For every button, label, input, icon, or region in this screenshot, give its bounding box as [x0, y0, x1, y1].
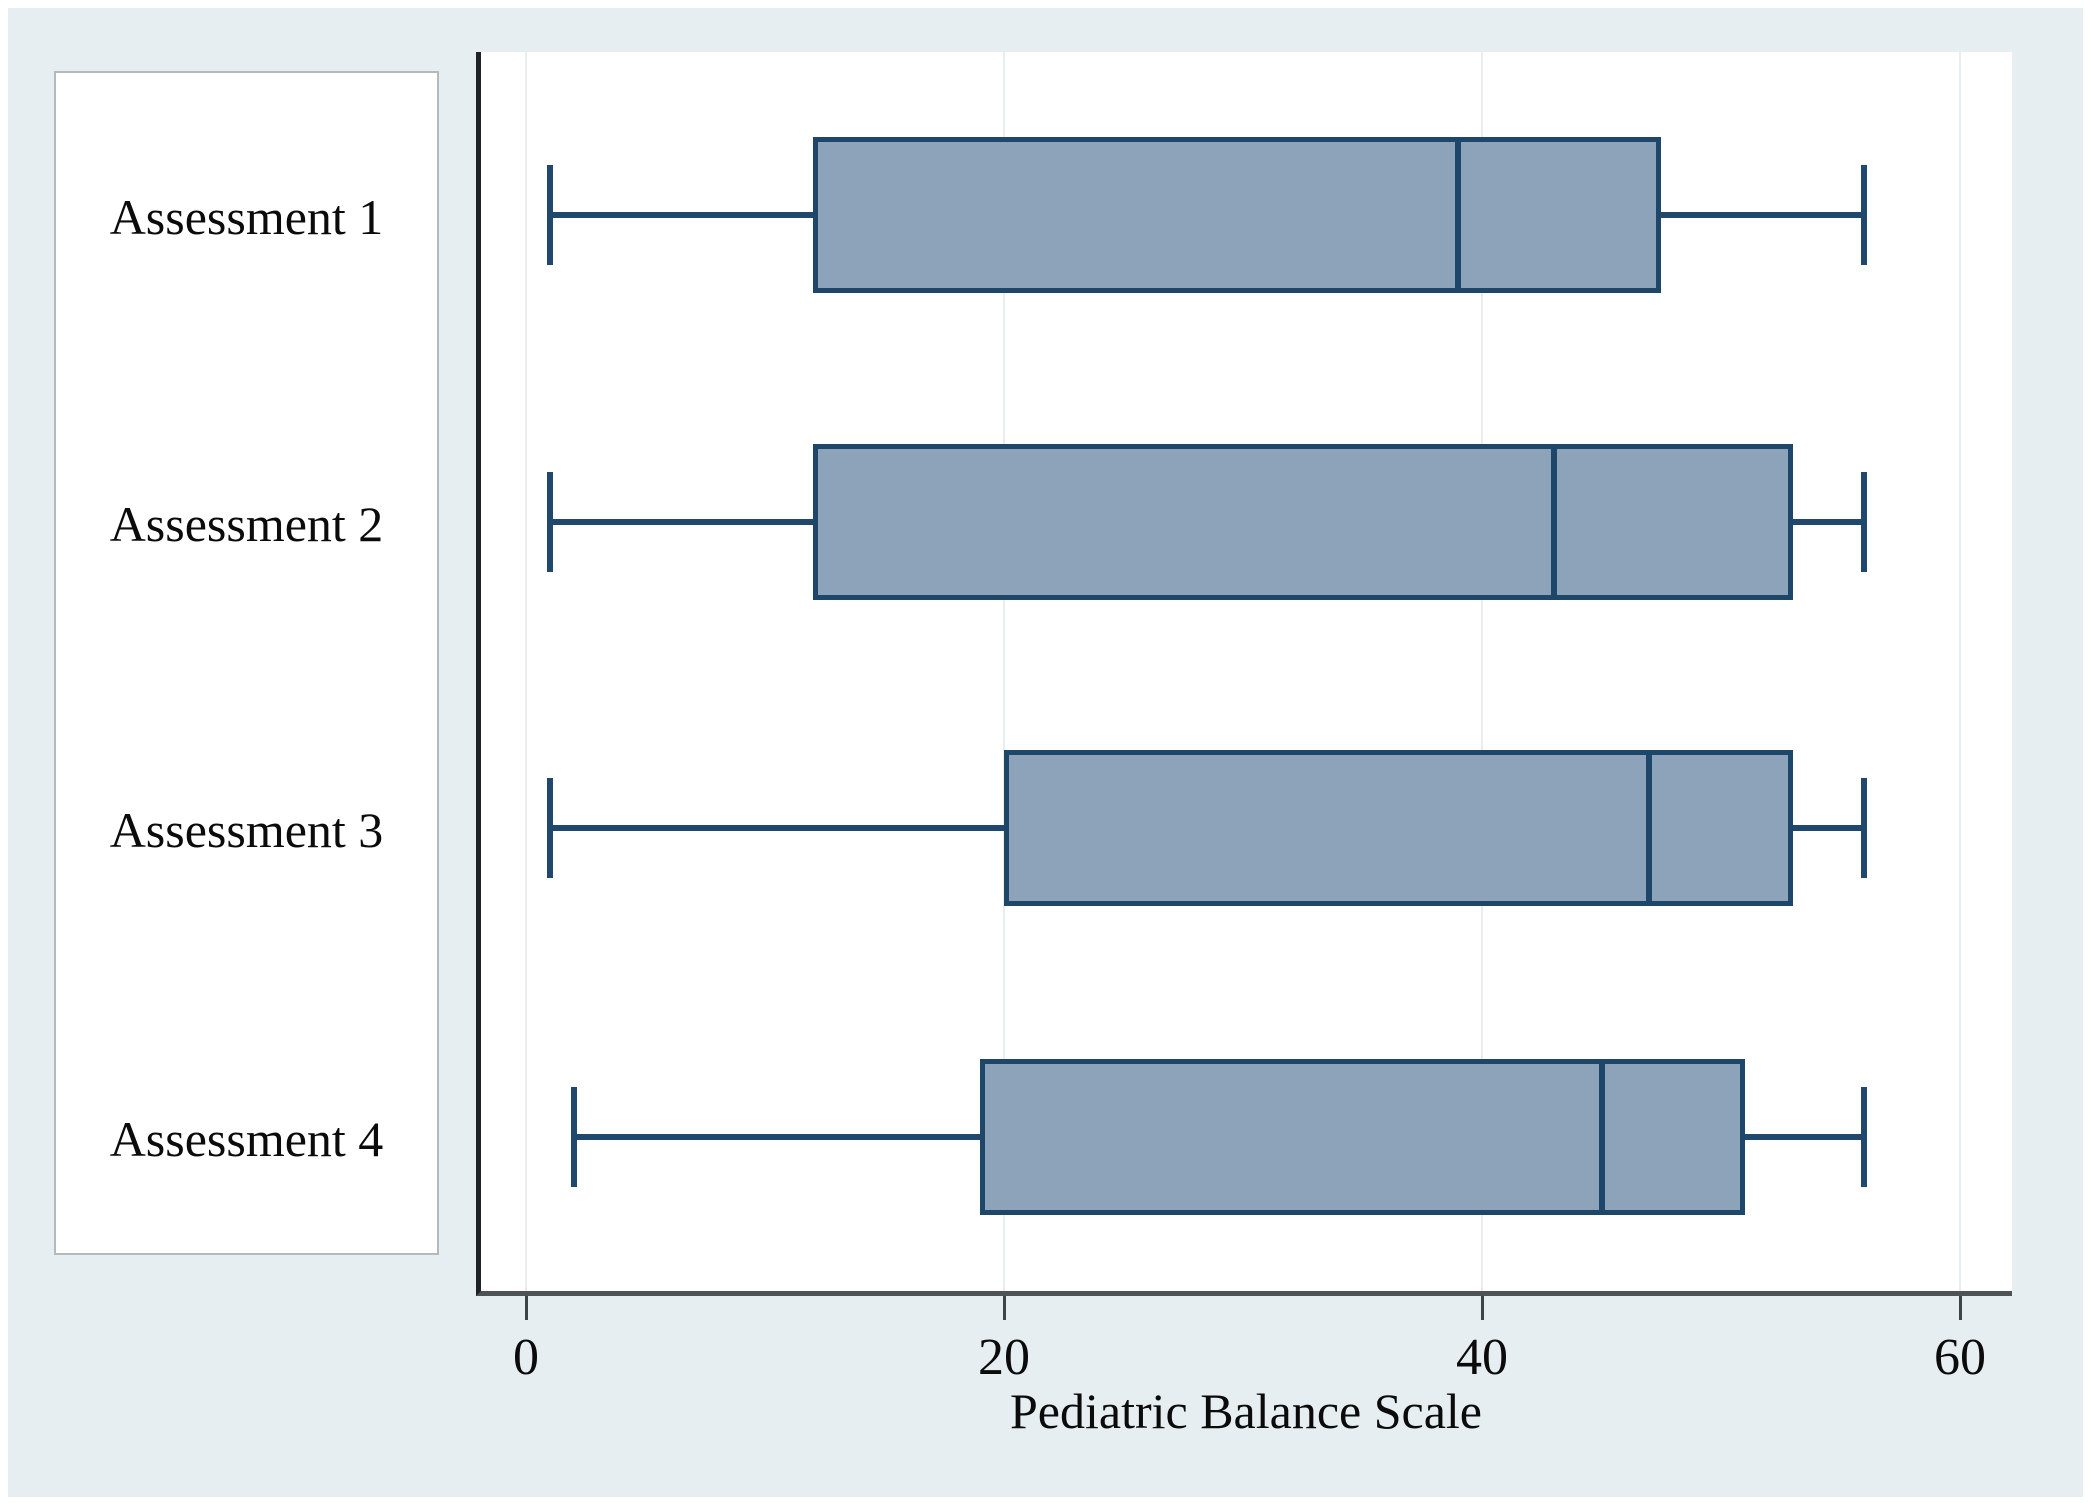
- category-label: Assessment 1: [109, 189, 384, 245]
- upper-whisker-cap: [1861, 1087, 1867, 1187]
- category-label: Assessment 3: [109, 802, 384, 858]
- x-tick-mark-40: [1481, 1296, 1484, 1320]
- median-line-3: [1646, 755, 1652, 901]
- median-line-2: [1551, 449, 1557, 595]
- gridline-x-60: [1959, 52, 1961, 1291]
- upper-whisker-line: [1793, 825, 1864, 831]
- iqr-box-3: [1004, 750, 1793, 906]
- x-tick-mark-60: [1959, 1296, 1962, 1320]
- iqr-box-2: [813, 444, 1793, 600]
- lower-whisker-line: [550, 212, 813, 218]
- iqr-box-1: [813, 137, 1661, 293]
- plot-area: [476, 52, 2012, 1296]
- x-tick-mark-20: [1003, 1296, 1006, 1320]
- gridline-x-0: [525, 52, 527, 1291]
- lower-whisker-line: [574, 1134, 980, 1140]
- iqr-box-4: [980, 1059, 1745, 1215]
- gridline-x-40: [1481, 52, 1483, 1291]
- category-label: Assessment 2: [109, 496, 384, 552]
- x-axis-title: Pediatric Balance Scale: [1010, 1383, 1482, 1439]
- gridline-x-20: [1003, 52, 1005, 1291]
- x-tick-label-20: 20: [978, 1329, 1030, 1386]
- x-tick-mark-0: [525, 1296, 528, 1320]
- lower-whisker-cap: [547, 778, 553, 878]
- x-tick-label-60: 60: [1934, 1329, 1986, 1386]
- lower-whisker-line: [550, 825, 1004, 831]
- median-line-4: [1599, 1064, 1605, 1210]
- upper-whisker-cap: [1861, 778, 1867, 878]
- upper-whisker-cap: [1861, 165, 1867, 265]
- lower-whisker-cap: [547, 165, 553, 265]
- lower-whisker-line: [550, 519, 813, 525]
- upper-whisker-line: [1661, 212, 1864, 218]
- category-label: Assessment 4: [109, 1111, 384, 1167]
- median-line-1: [1455, 142, 1461, 288]
- upper-whisker-cap: [1861, 472, 1867, 572]
- category-labels-panel: Assessment 1 Assessment 2 Assessment 3 Asse…: [54, 71, 439, 1255]
- lower-whisker-cap: [547, 472, 553, 572]
- upper-whisker-line: [1793, 519, 1864, 525]
- lower-whisker-cap: [571, 1087, 577, 1187]
- upper-whisker-line: [1745, 1134, 1864, 1140]
- x-tick-label-0: 0: [513, 1329, 539, 1386]
- x-tick-label-40: 40: [1456, 1329, 1508, 1386]
